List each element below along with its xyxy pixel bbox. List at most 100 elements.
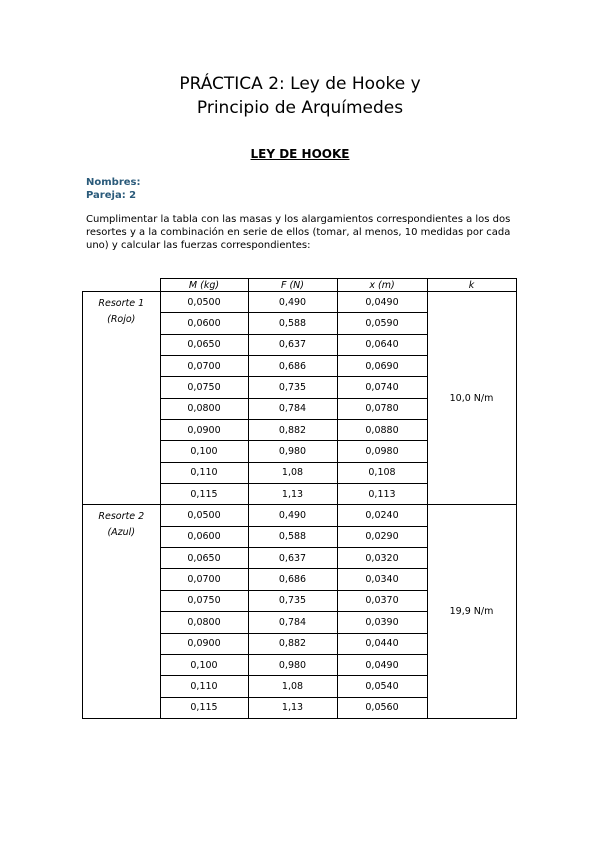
table-row: 0,0750 0,735 0,0740: [83, 376, 517, 399]
spring-constant-cell: 10,0 N/m: [426, 290, 517, 506]
table-row: 0,100 0,980 0,0980: [83, 440, 517, 463]
pareja-label: Pareja: 2: [86, 190, 137, 201]
elongation-cell: 0,113: [336, 483, 428, 506]
force-cell: 1,13: [247, 696, 338, 719]
elongation-cell: 0,0490: [336, 290, 428, 314]
header-blank: [82, 278, 160, 292]
spring-name: Resorte 2: [98, 511, 145, 523]
mass-cell: 0,0900: [159, 419, 249, 442]
elongation-cell: 0,0540: [336, 675, 428, 698]
header-elongation: x (m): [336, 278, 428, 292]
document-title: PRÁCTICA 2: Ley de Hooke y Principio de …: [0, 72, 600, 120]
instructions: Cumplimentar la tabla con las masas y lo…: [86, 214, 511, 251]
spring-name: Resorte 1: [98, 298, 145, 309]
elongation-cell: 0,0290: [336, 525, 428, 549]
mass-cell: 0,0800: [159, 397, 249, 421]
hooke-table: M (kg) F (N) x (m) k Resorte 1 (Rojo) 0,05…: [82, 278, 517, 719]
force-cell: 0,686: [247, 355, 338, 378]
table-row: 0,0750 0,735 0,0370: [83, 589, 517, 613]
force-cell: 1,13: [247, 483, 338, 506]
force-cell: 0,980: [247, 653, 338, 677]
force-cell: 0,490: [247, 504, 338, 527]
header-force: F (N): [247, 278, 338, 292]
force-cell: 0,735: [247, 589, 338, 613]
force-cell: 0,784: [247, 397, 338, 421]
section-heading: LEY DE HOOKE: [250, 147, 350, 161]
mass-cell: 0,115: [159, 483, 249, 506]
mass-cell: 0,115: [159, 696, 249, 719]
force-cell: 0,784: [247, 611, 338, 634]
mass-cell: 0,0800: [159, 611, 249, 634]
table-row: 0,100 0,980 0,0490: [83, 653, 517, 677]
table-row: Resorte 2 (Azul) 0,0500 0,490 0,0240 19,9 N/m: [82, 504, 517, 719]
force-cell: 0,735: [247, 376, 338, 399]
student-info: Nombres: Pareja: 2: [86, 176, 140, 202]
mass-cell: 0,100: [159, 653, 249, 677]
elongation-cell: 0,0640: [336, 333, 428, 357]
title-line-2: Principio de Arquímedes: [196, 98, 404, 118]
mass-cell: 0,0500: [159, 504, 249, 527]
elongation-cell: 0,0490: [336, 653, 428, 677]
elongation-cell: 0,0590: [336, 312, 428, 335]
table-row: 0,0600 0,588 0,0590: [83, 312, 517, 335]
header-k: k: [426, 278, 517, 292]
mass-cell: 0,0650: [159, 547, 249, 570]
mass-cell: 0,0900: [159, 632, 249, 655]
force-cell: 0,637: [247, 333, 338, 357]
mass-cell: 0,110: [159, 675, 249, 698]
table-row: 0,0650 0,637 0,0320: [83, 547, 517, 570]
elongation-cell: 0,0370: [336, 589, 428, 613]
table-row: 0,110 1,08 0,108: [83, 461, 517, 485]
elongation-cell: 0,0980: [336, 440, 428, 463]
force-cell: 0,882: [247, 419, 338, 442]
table-row: 0,0900 0,882 0,0880: [83, 419, 517, 442]
table-row: 0,0800 0,784 0,0390: [83, 611, 517, 634]
elongation-cell: 0,0690: [336, 355, 428, 378]
mass-cell: 0,0600: [159, 525, 249, 549]
table-row: 0,0600 0,588 0,0290: [83, 525, 517, 549]
elongation-cell: 0,0740: [336, 376, 428, 399]
force-cell: 0,588: [247, 525, 338, 549]
force-cell: 1,08: [247, 461, 338, 485]
elongation-cell: 0,0560: [336, 696, 428, 719]
mass-cell: 0,0500: [159, 290, 249, 314]
mass-cell: 0,0700: [159, 568, 249, 591]
mass-cell: 0,0750: [159, 589, 249, 613]
elongation-cell: 0,108: [336, 461, 428, 485]
table-row: 0,0700 0,686 0,0690: [83, 355, 517, 378]
elongation-cell: 0,0240: [336, 504, 428, 527]
spring-color: (Azul): [107, 527, 136, 539]
force-cell: 1,08: [247, 675, 338, 698]
force-cell: 0,637: [247, 547, 338, 570]
title-line-1: PRÁCTICA 2: Ley de Hooke y: [179, 74, 421, 94]
mass-cell: 0,0750: [159, 376, 249, 399]
mass-cell: 0,110: [159, 461, 249, 485]
elongation-cell: 0,0440: [336, 632, 428, 655]
force-cell: 0,490: [247, 290, 338, 314]
spring-color: (Rojo): [107, 314, 136, 325]
table-row: 0,115 1,13 0,0560: [83, 696, 517, 719]
header-mass: M (kg): [159, 278, 249, 292]
elongation-cell: 0,0780: [336, 397, 428, 421]
force-cell: 0,686: [247, 568, 338, 591]
spring-label: Resorte 1 (Rojo): [82, 290, 161, 506]
table-row: 0,0700 0,686 0,0340: [83, 568, 517, 591]
force-cell: 0,980: [247, 440, 338, 463]
force-cell: 0,588: [247, 312, 338, 335]
elongation-cell: 0,0390: [336, 611, 428, 634]
force-cell: 0,882: [247, 632, 338, 655]
spring-constant-cell: 19,9 N/m: [426, 504, 517, 719]
table-header-row: M (kg) F (N) x (m) k: [82, 278, 517, 292]
elongation-cell: 0,0880: [336, 419, 428, 442]
table-row: Resorte 1 (Rojo) 0,0500 0,490 0,0490 10,0 N/m: [82, 290, 517, 506]
mass-cell: 0,0650: [159, 333, 249, 357]
mass-cell: 0,100: [159, 440, 249, 463]
mass-cell: 0,0600: [159, 312, 249, 335]
elongation-cell: 0,0340: [336, 568, 428, 591]
mass-cell: 0,0700: [159, 355, 249, 378]
nombres-label: Nombres:: [86, 177, 141, 188]
elongation-cell: 0,0320: [336, 547, 428, 570]
spring-label: Resorte 2 (Azul): [82, 504, 161, 719]
table-row: 0,110 1,08 0,0540: [83, 675, 517, 698]
